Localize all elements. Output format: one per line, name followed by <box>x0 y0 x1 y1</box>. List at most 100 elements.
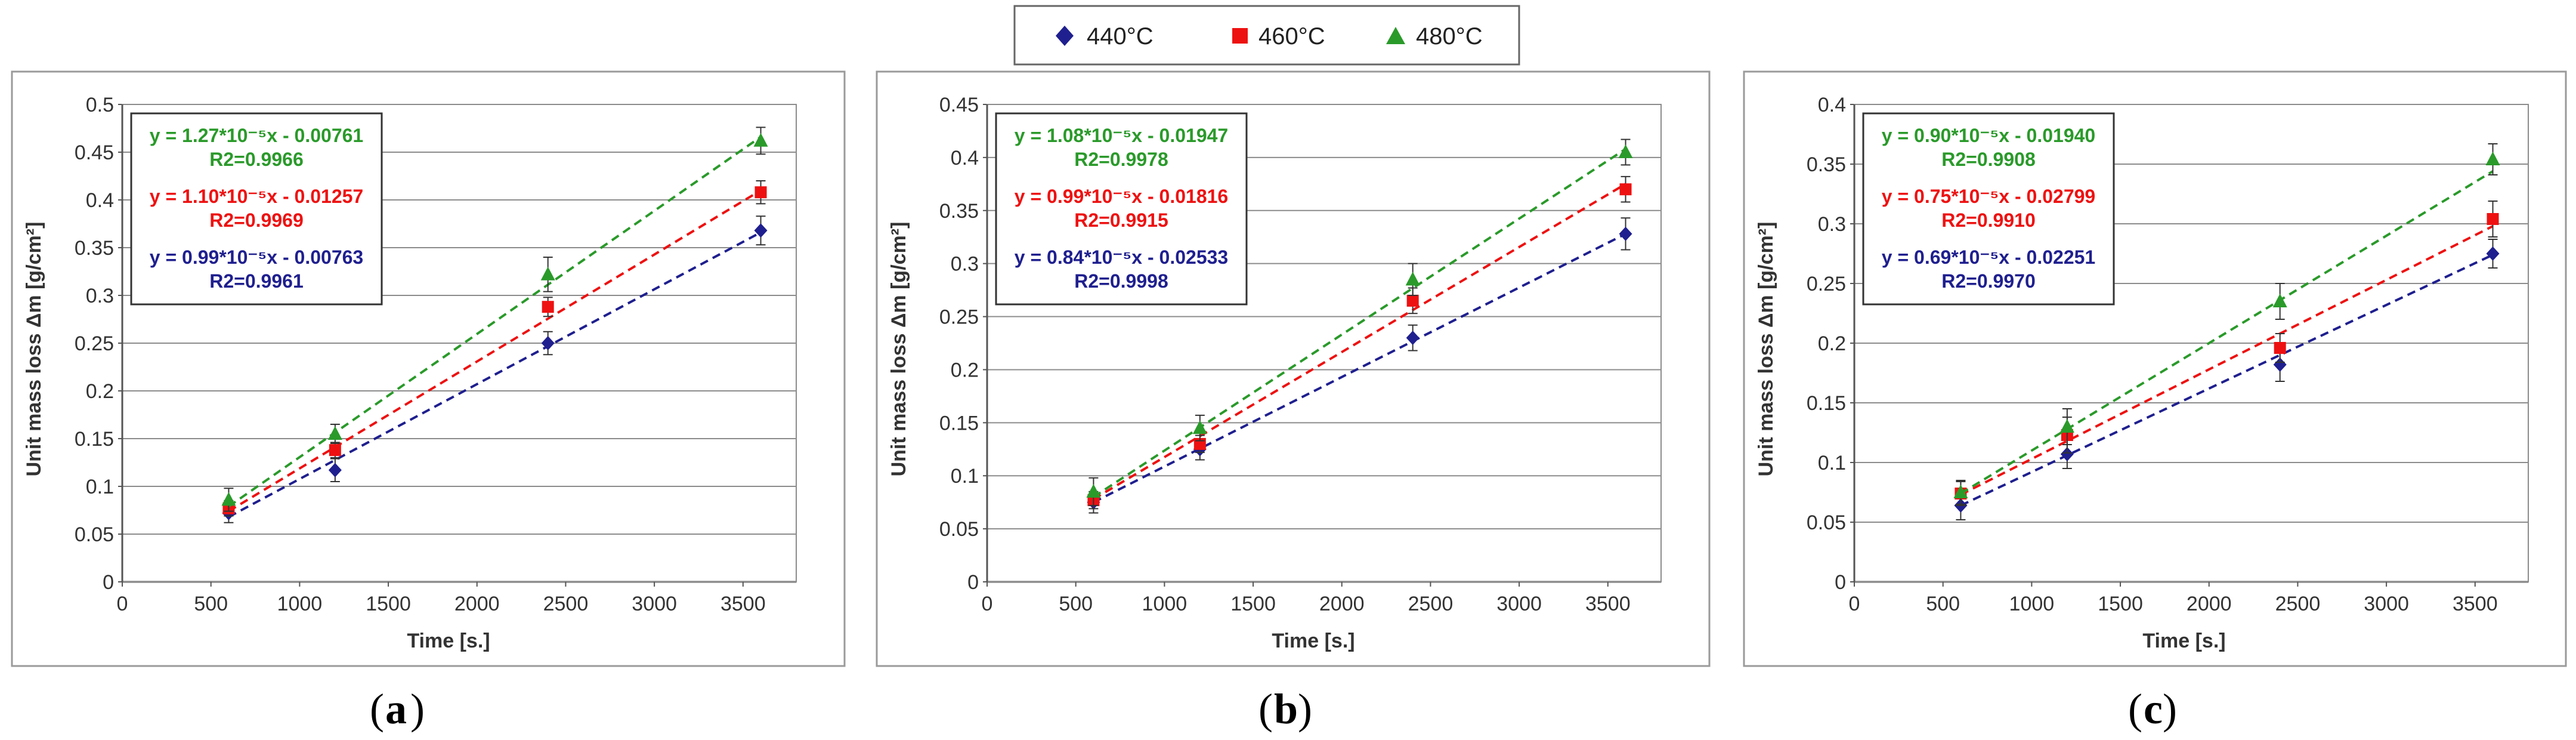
fit-r2-440: R2=0.9998 <box>1074 270 1168 292</box>
panel-c: 0 0.05 0.1 0.15 0.2 0.25 0.3 0.35 0.4 0 500 1000 150… <box>1743 70 2567 733</box>
y-axis-title: Unit mass loss Δm [g/cm²] <box>887 222 910 477</box>
fit-equation-460: y = 0.99*10⁻⁵x - 0.01816 <box>1015 186 1228 207</box>
x-tick-label: 3000 <box>1496 593 1542 615</box>
legend-box <box>1013 5 1520 66</box>
legend-label-440: 440°C <box>1087 23 1154 50</box>
y-tick-label: 0.2 <box>86 380 114 403</box>
y-tick-label: 0 <box>1835 571 1846 594</box>
data-point-460-3600 <box>2487 213 2499 225</box>
data-point-480-600 <box>1086 483 1101 498</box>
fit-r2-480: R2=0.9966 <box>209 149 303 170</box>
fit-equation-440: y = 0.99*10⁻⁵x - 0.00763 <box>150 246 363 268</box>
trendline-440°C <box>1093 233 1626 504</box>
data-point-480-3600 <box>753 132 768 147</box>
fit-r2-440: R2=0.9961 <box>209 270 303 292</box>
data-point-480-600 <box>221 492 236 506</box>
y-tick-label: 0.4 <box>86 189 114 212</box>
data-point-460-3600 <box>754 186 767 199</box>
trendline-440°C <box>1960 254 2494 507</box>
trendline-480°C <box>1093 147 1626 498</box>
y-tick-label: 0.25 <box>1807 273 1846 295</box>
fit-r2-480: R2=0.9978 <box>1074 149 1168 170</box>
panel-label: ( a ) <box>370 685 425 733</box>
data-point-460-2400 <box>542 301 554 313</box>
y-tick-label: 0.3 <box>86 285 114 307</box>
y-tick-label: 0.4 <box>1818 94 1846 116</box>
y-tick-label: 0.45 <box>75 141 114 164</box>
y-tick-label: 0.35 <box>939 200 979 223</box>
y-tick-label: 0.15 <box>939 412 979 434</box>
fit-r2-460: R2=0.9969 <box>209 209 303 231</box>
y-axis-title: Unit mass loss Δm [g/cm²] <box>1755 222 1777 477</box>
trendline-440°C <box>228 231 762 518</box>
legend-item-440: 440°C <box>1056 23 1154 50</box>
fit-equation-460: y = 0.75*10⁻⁵x - 0.02799 <box>1882 186 2095 207</box>
x-tick-label: 2500 <box>1408 593 1454 615</box>
data-point-460-3600 <box>1619 183 1632 196</box>
x-axis-title: Time [s.] <box>1272 630 1355 652</box>
data-point-440-3600 <box>1619 226 1632 241</box>
y-tick-label: 0.45 <box>939 94 979 116</box>
equation-box <box>130 112 383 306</box>
x-tick-label: 3000 <box>2364 593 2409 615</box>
y-tick-label: 0.2 <box>1818 332 1846 355</box>
x-tick-label: 1500 <box>1230 593 1276 615</box>
x-tick-label: 0 <box>117 593 128 615</box>
trendline-480°C <box>1960 170 2494 495</box>
y-axis-title: Unit mass loss Δm [g/cm²] <box>23 222 45 477</box>
fit-equation-480: y = 1.08*10⁻⁵x - 0.01947 <box>1015 125 1228 146</box>
legend: 440°C 460°C 480°C <box>1013 5 1520 66</box>
y-tick-label: 0.05 <box>75 523 114 546</box>
panel-label: ( b ) <box>1258 685 1312 733</box>
x-tick-label: 2000 <box>1319 593 1365 615</box>
x-tick-label: 3500 <box>720 593 766 615</box>
x-tick-label: 1000 <box>277 593 323 615</box>
x-tick-label: 2500 <box>2275 593 2321 615</box>
y-tick-label: 0.25 <box>939 306 979 329</box>
x-axis-title: Time [s.] <box>407 630 490 652</box>
x-tick-label: 0 <box>1849 593 1860 615</box>
panel-label-letter: c <box>2144 685 2163 733</box>
legend-item-480: 480°C <box>1386 23 1483 50</box>
y-tick-label: 0.15 <box>75 428 114 451</box>
plot-area: 0 0.05 0.1 0.15 0.2 0.25 0.3 0.35 0.4 0.45 0 500 100… <box>939 94 1662 615</box>
fit-equation-440: y = 0.69*10⁻⁵x - 0.02251 <box>1882 246 2095 268</box>
x-tick-label: 500 <box>1059 593 1093 615</box>
fit-equation-480: y = 0.90*10⁻⁵x - 0.01940 <box>1882 125 2095 146</box>
y-tick-label: 0.35 <box>75 237 114 260</box>
x-tick-label: 1500 <box>2098 593 2143 615</box>
panel-label-letter: b <box>1274 685 1298 733</box>
panel-label-close: ) <box>2163 685 2177 733</box>
data-point-440-1200 <box>328 462 342 477</box>
data-point-460-2400 <box>1406 294 1419 307</box>
y-tick-label: 0 <box>967 571 979 594</box>
data-point-440-2400 <box>541 336 555 350</box>
panel-label: ( c ) <box>2128 685 2177 733</box>
panel-label-open: ( <box>2128 685 2142 733</box>
y-tick-label: 0 <box>103 571 114 594</box>
x-tick-label: 2000 <box>454 593 500 615</box>
fit-equation-440: y = 0.84*10⁻⁵x - 0.02533 <box>1015 246 1228 268</box>
y-tick-label: 0.05 <box>939 518 979 541</box>
panel-a: 0 0.05 0.1 0.15 0.2 0.25 0.3 0.35 0.4 0.45 0.5 0 500… <box>11 70 846 733</box>
panel-label-letter: a <box>385 685 407 733</box>
data-point-440-3600 <box>754 223 768 238</box>
panel-label-close: ) <box>1298 685 1312 733</box>
y-tick-label: 0.2 <box>951 359 979 381</box>
fit-r2-460: R2=0.9915 <box>1074 209 1168 231</box>
trendline-480°C <box>228 135 762 508</box>
plot-area: 0 0.05 0.1 0.15 0.2 0.25 0.3 0.35 0.4 0.45 0.5 0 500… <box>75 94 797 615</box>
legend-item-460: 460°C <box>1232 23 1325 50</box>
fit-r2-460: R2=0.9910 <box>1941 209 2035 231</box>
x-tick-label: 500 <box>1926 593 1960 615</box>
panel-label-open: ( <box>1258 685 1273 733</box>
panel-label-open: ( <box>370 685 384 733</box>
y-tick-label: 0.25 <box>75 332 114 355</box>
data-point-480-2400 <box>540 266 555 280</box>
x-tick-label: 3500 <box>2453 593 2498 615</box>
data-point-480-1200 <box>327 426 342 440</box>
x-tick-label: 1500 <box>366 593 411 615</box>
legend-label-460: 460°C <box>1258 23 1325 50</box>
equation-box <box>1862 112 2115 306</box>
